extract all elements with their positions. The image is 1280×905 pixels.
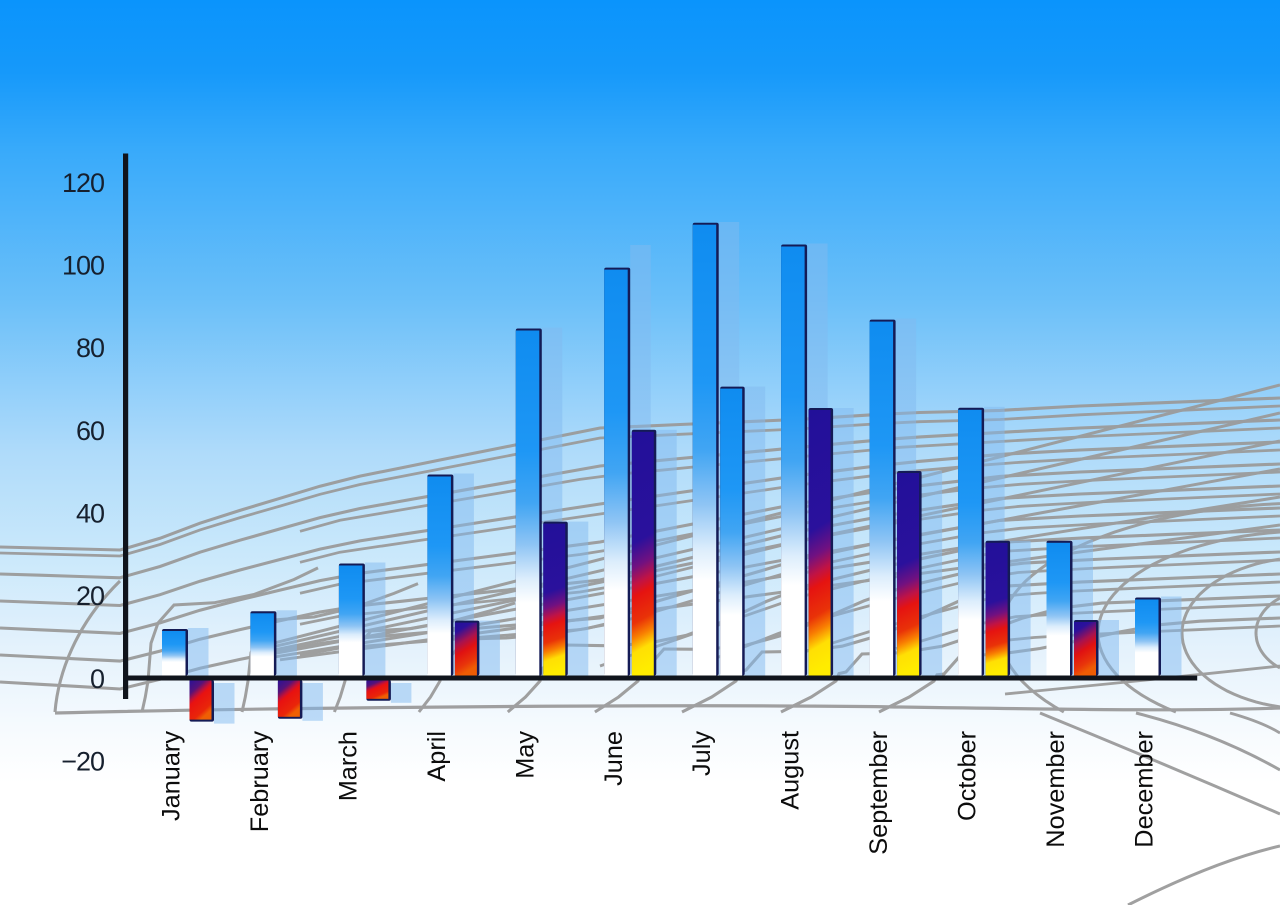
svg-text:April: April bbox=[423, 731, 451, 782]
svg-text:20: 20 bbox=[76, 581, 104, 611]
svg-text:120: 120 bbox=[62, 168, 104, 198]
svg-text:December: December bbox=[1131, 731, 1159, 848]
svg-text:0: 0 bbox=[90, 664, 104, 694]
svg-text:60: 60 bbox=[76, 416, 104, 446]
svg-text:June: June bbox=[600, 731, 628, 786]
svg-text:July: July bbox=[688, 731, 716, 776]
svg-text:March: March bbox=[334, 731, 362, 801]
svg-text:−20: −20 bbox=[61, 747, 104, 777]
svg-text:February: February bbox=[246, 731, 274, 833]
svg-text:October: October bbox=[954, 731, 982, 821]
svg-text:May: May bbox=[511, 731, 539, 779]
svg-text:August: August bbox=[777, 731, 805, 810]
svg-text:September: September bbox=[865, 731, 893, 855]
svg-text:80: 80 bbox=[76, 333, 104, 363]
svg-text:January: January bbox=[158, 731, 186, 821]
svg-text:40: 40 bbox=[76, 499, 104, 529]
svg-text:November: November bbox=[1042, 731, 1070, 848]
svg-text:100: 100 bbox=[62, 251, 104, 281]
